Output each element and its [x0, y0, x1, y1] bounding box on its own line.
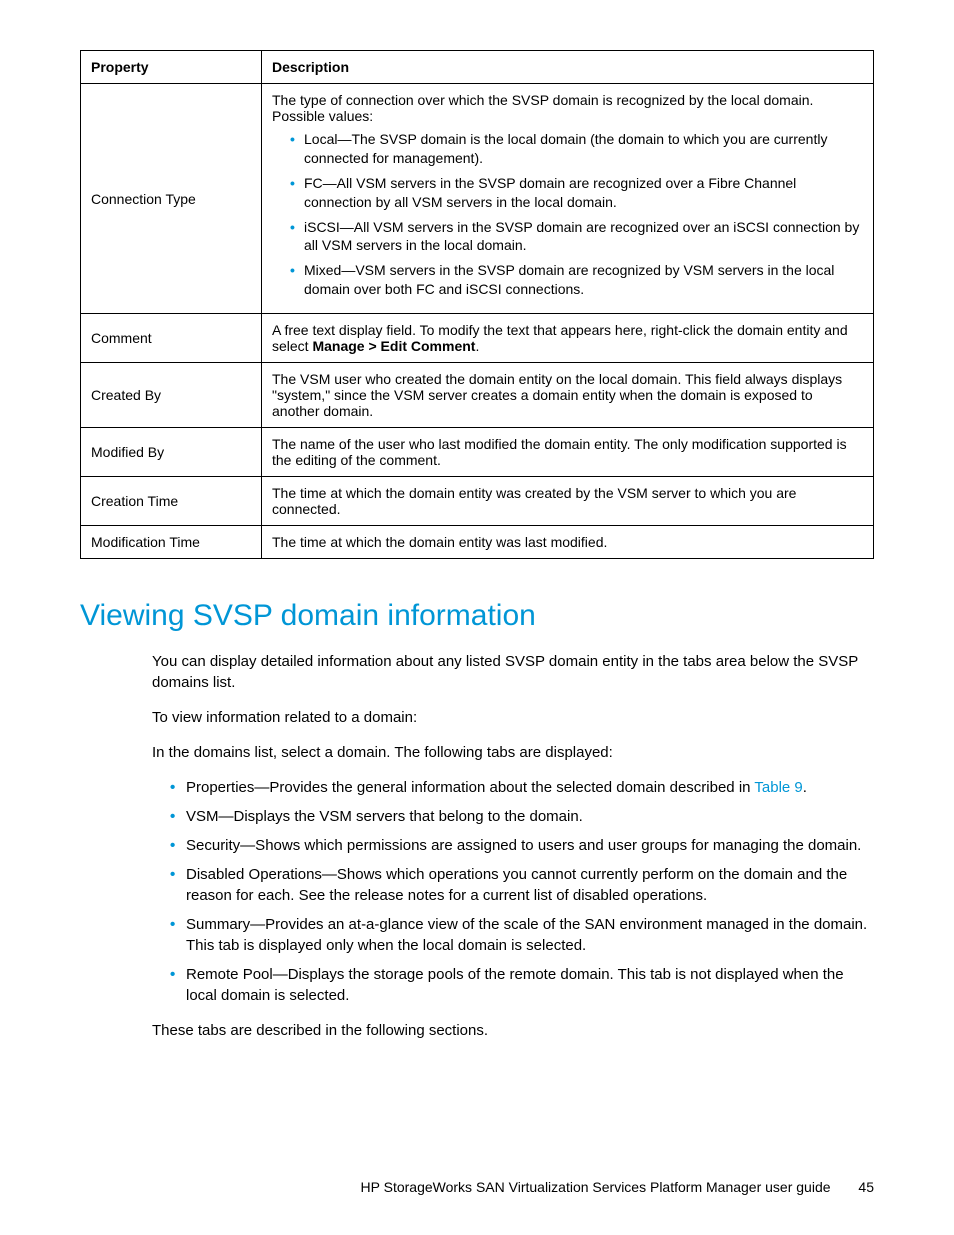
desc-intro: The type of connection over which the SV…	[272, 92, 813, 124]
list-item: FC—All VSM servers in the SVSP domain ar…	[290, 174, 863, 212]
page-number: 45	[858, 1179, 874, 1195]
paragraph: You can display detailed information abo…	[152, 651, 874, 693]
page-footer: HP StorageWorks SAN Virtualization Servi…	[361, 1179, 874, 1195]
table-row: Creation Time The time at which the doma…	[81, 477, 874, 526]
table-row: Modified By The name of the user who las…	[81, 428, 874, 477]
paragraph: To view information related to a domain:	[152, 707, 874, 728]
desc-value-list: Local—The SVSP domain is the local domai…	[272, 130, 863, 299]
list-text-pre: Properties—Provides the general informat…	[186, 779, 754, 796]
desc-text-post: .	[475, 338, 479, 354]
list-item: VSM—Displays the VSM servers that belong…	[170, 806, 874, 827]
list-item: iSCSI—All VSM servers in the SVSP domain…	[290, 218, 863, 256]
table-row: Connection Type The type of connection o…	[81, 84, 874, 314]
list-text-post: .	[803, 779, 807, 796]
cell-property: Modification Time	[81, 526, 262, 559]
paragraph: In the domains list, select a domain. Th…	[152, 742, 874, 763]
section-heading: Viewing SVSP domain information	[80, 599, 874, 633]
cell-description: A free text display field. To modify the…	[262, 314, 874, 363]
body-text: You can display detailed information abo…	[152, 651, 874, 1041]
list-item: Security—Shows which permissions are ass…	[170, 835, 874, 856]
table-row: Comment A free text display field. To mo…	[81, 314, 874, 363]
cell-description: The time at which the domain entity was …	[262, 526, 874, 559]
tabs-list: Properties—Provides the general informat…	[152, 777, 874, 1006]
cell-property: Comment	[81, 314, 262, 363]
cell-description: The type of connection over which the SV…	[262, 84, 874, 314]
table-header-description: Description	[262, 51, 874, 84]
cell-property: Modified By	[81, 428, 262, 477]
cell-property: Creation Time	[81, 477, 262, 526]
table-row: Created By The VSM user who created the …	[81, 363, 874, 428]
list-item: Summary—Provides an at-a-glance view of …	[170, 914, 874, 956]
list-item: Disabled Operations—Shows which operatio…	[170, 864, 874, 906]
table-row: Modification Time The time at which the …	[81, 526, 874, 559]
desc-text-bold: Manage > Edit Comment	[312, 338, 475, 354]
list-item: Remote Pool—Displays the storage pools o…	[170, 964, 874, 1006]
cell-property: Connection Type	[81, 84, 262, 314]
list-item: Properties—Provides the general informat…	[170, 777, 874, 798]
properties-table: Property Description Connection Type The…	[80, 50, 874, 559]
cell-property: Created By	[81, 363, 262, 428]
cell-description: The name of the user who last modified t…	[262, 428, 874, 477]
footer-title: HP StorageWorks SAN Virtualization Servi…	[361, 1179, 831, 1195]
list-item: Local—The SVSP domain is the local domai…	[290, 130, 863, 168]
cell-description: The time at which the domain entity was …	[262, 477, 874, 526]
paragraph: These tabs are described in the followin…	[152, 1020, 874, 1041]
table-header-property: Property	[81, 51, 262, 84]
cell-description: The VSM user who created the domain enti…	[262, 363, 874, 428]
list-item: Mixed—VSM servers in the SVSP domain are…	[290, 261, 863, 299]
table-link[interactable]: Table 9	[754, 779, 802, 796]
